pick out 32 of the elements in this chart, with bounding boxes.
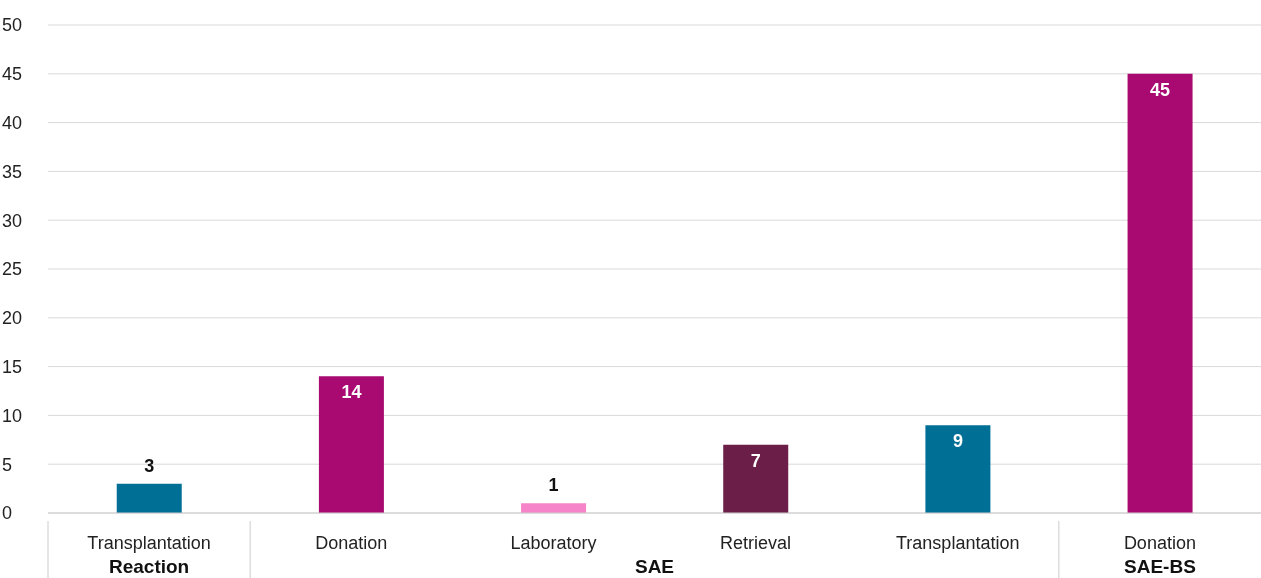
y-tick-label: 40 bbox=[2, 112, 23, 133]
data-label: 7 bbox=[750, 450, 761, 471]
bar bbox=[1127, 73, 1193, 513]
x-tick-label: Laboratory bbox=[510, 533, 597, 553]
y-tick-label: 45 bbox=[2, 64, 23, 85]
y-tick-label: 25 bbox=[2, 259, 23, 280]
bar bbox=[723, 444, 789, 513]
x-tick-label: Retrieval bbox=[720, 533, 792, 553]
x-tick-label: Donation bbox=[315, 533, 388, 553]
y-tick-label: 15 bbox=[2, 356, 23, 377]
bar bbox=[318, 376, 384, 513]
bar bbox=[521, 503, 587, 513]
x-tick-label: Transplantation bbox=[87, 533, 211, 553]
text: SAE bbox=[634, 556, 675, 577]
text: Reaction bbox=[108, 556, 190, 577]
bar bbox=[116, 483, 182, 513]
y-tick-label: 10 bbox=[2, 405, 23, 426]
data-label: 3 bbox=[144, 455, 155, 476]
y-tick-label: 5 bbox=[2, 454, 13, 475]
data-label: 45 bbox=[1150, 79, 1171, 100]
x-tick-label: Donation bbox=[1123, 533, 1196, 553]
data-label: 1 bbox=[548, 475, 559, 496]
data-label: 14 bbox=[341, 382, 362, 403]
y-tick-label: 35 bbox=[2, 161, 23, 182]
x-tick-label: Transplantation bbox=[896, 533, 1020, 553]
y-tick-label: 0 bbox=[2, 503, 13, 524]
bar bbox=[925, 425, 991, 513]
text: SAE-BS bbox=[1124, 556, 1196, 577]
data-label: 9 bbox=[952, 431, 963, 452]
y-tick-label: 30 bbox=[2, 210, 23, 231]
y-tick-label: 20 bbox=[2, 308, 23, 329]
y-tick-label: 50 bbox=[2, 15, 23, 36]
